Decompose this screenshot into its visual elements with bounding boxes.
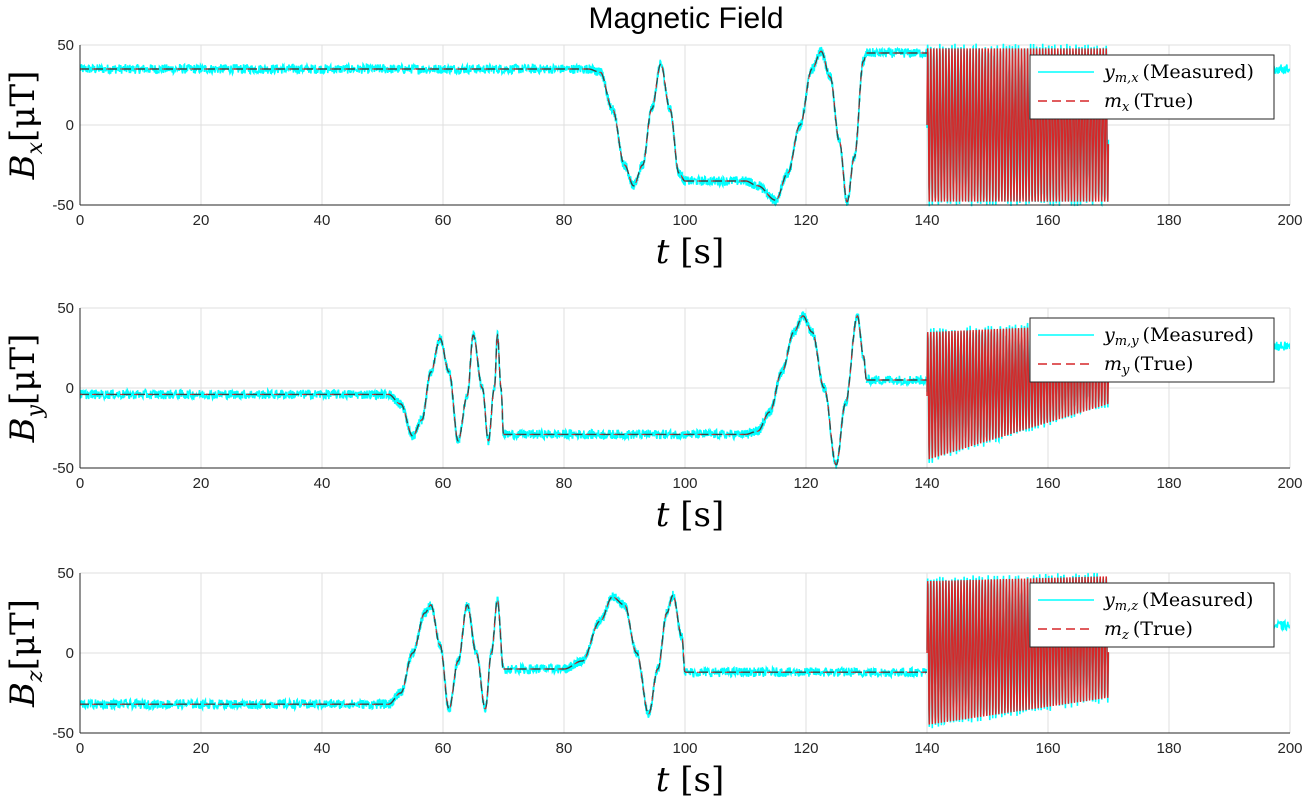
y-axis-label: Bz[μT] — [3, 599, 48, 708]
y-axis-unit: [μT] — [3, 599, 43, 670]
x-tick-label: 100 — [672, 740, 697, 757]
true-series-line — [926, 576, 1110, 725]
true-series-line — [745, 50, 867, 203]
x-tick-label: 80 — [556, 475, 573, 492]
y-axis-subscript: z — [23, 670, 48, 683]
x-tick-label: 160 — [1035, 475, 1060, 492]
x-tick-label: 140 — [914, 475, 939, 492]
legend-box — [1029, 317, 1275, 383]
x-axis-unit: [s] — [680, 760, 724, 800]
x-axis-unit: [s] — [680, 495, 724, 535]
x-tick-label: 120 — [793, 475, 818, 492]
measured-series-line — [80, 311, 1290, 469]
x-tick-label: 100 — [672, 212, 697, 229]
x-tick-label: 80 — [556, 740, 573, 757]
x-tick-label: 200 — [1277, 475, 1302, 492]
data-lines — [80, 311, 1290, 469]
x-tick-label: 40 — [314, 740, 331, 757]
y-tick-label: 0 — [66, 380, 74, 397]
x-tick-label: 20 — [193, 212, 210, 229]
y-tick-label: 0 — [66, 117, 74, 134]
x-tick-label: 80 — [556, 212, 573, 229]
x-tick-label: 200 — [1277, 740, 1302, 757]
x-tick-label: 40 — [314, 475, 331, 492]
true-series-dash-accent — [745, 50, 867, 203]
x-axis-symbol: t — [656, 760, 680, 800]
y-axis-subscript: y — [23, 404, 48, 418]
x-axis-label: t [s] — [656, 232, 724, 272]
y-axis-symbol: B — [3, 417, 43, 443]
x-tick-label: 120 — [793, 740, 818, 757]
x-tick-label: 60 — [435, 212, 452, 229]
x-axis-label: t [s] — [656, 760, 724, 800]
x-tick-label: 100 — [672, 475, 697, 492]
y-axis-symbol: B — [3, 682, 43, 708]
legend: ym,z (Measured) mz (True) — [1029, 582, 1275, 648]
true-series-dash-accent — [388, 599, 504, 710]
x-tick-label: 0 — [76, 212, 84, 229]
y-tick-label: 0 — [66, 645, 74, 662]
legend-true-label: mx (True) — [1104, 90, 1193, 115]
x-tick-label: 140 — [914, 740, 939, 757]
x-axis-symbol: t — [656, 232, 680, 272]
legend-measured-label: ym,y (Measured) — [1103, 324, 1254, 349]
x-tick-label: 60 — [435, 740, 452, 757]
y-axis-unit: [μT] — [3, 71, 43, 142]
y-tick-label: 50 — [57, 37, 74, 54]
true-series-dash-accent — [745, 315, 867, 466]
legend: ym,x (Measured) mx (True) — [1029, 54, 1275, 120]
x-tick-label: 180 — [1156, 740, 1181, 757]
x-tick-label: 160 — [1035, 740, 1060, 757]
true-series-dash-accent — [588, 63, 686, 187]
data-lines — [80, 572, 1290, 729]
data-lines — [80, 43, 1290, 207]
y-axis-unit: [μT] — [3, 334, 43, 405]
legend-measured-label: ym,z (Measured) — [1103, 589, 1253, 614]
x-tick-label: 40 — [314, 212, 331, 229]
y-axis-label: Bx[μT] — [3, 71, 48, 181]
x-tick-label: 20 — [193, 740, 210, 757]
x-tick-label: 20 — [193, 475, 210, 492]
x-axis-label: t [s] — [656, 495, 724, 535]
true-series-line — [926, 48, 1110, 202]
legend-box — [1029, 54, 1275, 120]
legend: ym,y (Measured) my (True) — [1029, 317, 1275, 383]
legend-box — [1029, 582, 1275, 648]
x-tick-label: 200 — [1277, 212, 1302, 229]
x-tick-label: 0 — [76, 740, 84, 757]
x-axis-unit: [s] — [680, 232, 724, 272]
y-axis-subscript: x — [23, 141, 48, 154]
legend-measured-label: ym,x (Measured) — [1103, 61, 1254, 86]
x-tick-label: 60 — [435, 475, 452, 492]
x-tick-label: 160 — [1035, 212, 1060, 229]
y-tick-label: 50 — [57, 565, 74, 582]
figure-title: Magnetic Field — [588, 2, 783, 35]
y-tick-label: 50 — [57, 300, 74, 317]
x-tick-label: 140 — [914, 212, 939, 229]
y-tick-label: -50 — [52, 725, 74, 742]
x-tick-label: 180 — [1156, 212, 1181, 229]
x-tick-label: 0 — [76, 475, 84, 492]
y-tick-label: -50 — [52, 197, 74, 214]
x-tick-label: 120 — [793, 212, 818, 229]
y-tick-label: -50 — [52, 460, 74, 477]
legend-true-label: mz (True) — [1104, 618, 1193, 643]
y-axis-label: By[μT] — [3, 334, 48, 444]
legend-true-label: my (True) — [1104, 353, 1193, 378]
x-axis-symbol: t — [656, 495, 680, 535]
y-axis-symbol: B — [3, 154, 43, 180]
x-tick-label: 180 — [1156, 475, 1181, 492]
true-series-dash-accent — [388, 333, 504, 442]
